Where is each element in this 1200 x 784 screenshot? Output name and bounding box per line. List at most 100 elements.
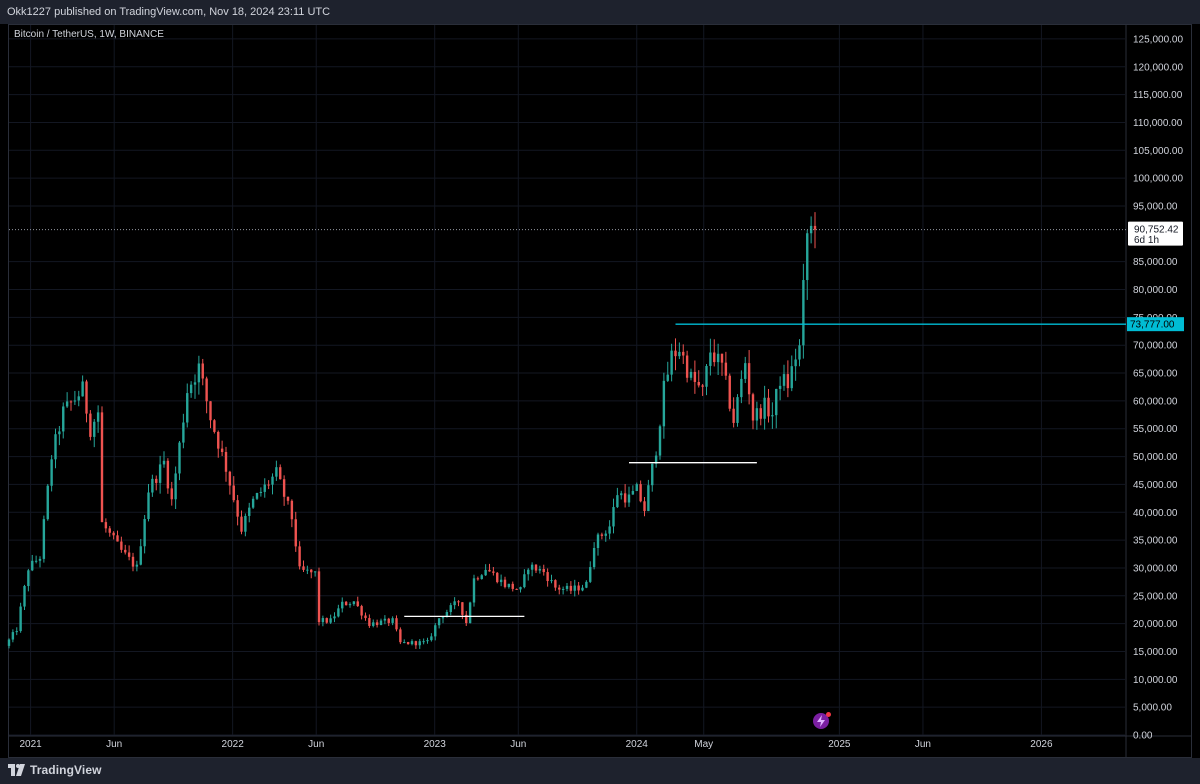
candle-body xyxy=(50,459,53,486)
grid-lines xyxy=(8,24,1192,758)
time-tick-label: Jun xyxy=(915,739,931,750)
price-tick-label: 125,000.00 xyxy=(1133,34,1183,45)
candle-body xyxy=(778,385,782,389)
candle-body xyxy=(337,608,340,617)
symbol-label: Bitcoin / TetherUS, 1W, BINANCE xyxy=(14,29,164,40)
price-tick-label: 10,000.00 xyxy=(1133,675,1178,686)
candle-body xyxy=(550,580,553,582)
candle-body xyxy=(31,560,34,571)
tradingview-logo[interactable]: TradingView xyxy=(8,763,102,777)
candle-body xyxy=(775,388,778,416)
candle-body xyxy=(89,413,92,437)
price-tick-label: 0.00 xyxy=(1133,731,1153,742)
candle-body xyxy=(767,397,770,417)
candle-body xyxy=(445,612,449,618)
candle-body xyxy=(794,359,797,367)
candle-body xyxy=(166,460,170,489)
candle-body xyxy=(488,569,491,572)
candle-body xyxy=(348,604,352,606)
candle-body xyxy=(193,382,197,385)
candle-body xyxy=(112,532,115,536)
candle-body xyxy=(255,493,259,499)
candle-body xyxy=(217,431,220,449)
candle-body xyxy=(220,448,224,452)
candle-body xyxy=(674,350,677,357)
candle-body xyxy=(480,575,483,579)
candle-body xyxy=(352,601,356,605)
candle-body xyxy=(604,533,607,536)
candle-body xyxy=(162,460,166,465)
candle-body xyxy=(592,547,596,568)
candle-body xyxy=(744,363,747,379)
countdown-label: 6d 1h xyxy=(1134,235,1159,246)
candle-body xyxy=(135,564,139,567)
candle-body xyxy=(782,374,786,386)
candle-body xyxy=(716,353,720,363)
candle-body xyxy=(658,426,662,456)
publisher-info: Okk1227 published on TradingView.com, No… xyxy=(7,6,331,18)
candle-body xyxy=(213,420,216,432)
candle-body xyxy=(73,400,77,402)
candle-body xyxy=(519,587,522,590)
candle-body xyxy=(685,355,689,378)
candle-body xyxy=(127,552,131,557)
candle-body xyxy=(341,601,344,609)
candle-body xyxy=(46,485,49,520)
candle-body xyxy=(364,615,367,619)
price-tick-label: 65,000.00 xyxy=(1133,369,1178,380)
time-tick-label: 2025 xyxy=(828,739,851,750)
time-tick-label: Jun xyxy=(106,739,122,750)
candle-body xyxy=(693,371,697,382)
candle-body xyxy=(240,516,243,532)
candle-body xyxy=(77,396,80,401)
price-tick-label: 20,000.00 xyxy=(1133,619,1178,630)
candle-body xyxy=(565,585,569,589)
candle-body xyxy=(612,507,615,527)
candle-body xyxy=(701,385,704,387)
candle-body xyxy=(42,519,46,559)
price-tick-label: 60,000.00 xyxy=(1133,396,1178,407)
candle-body xyxy=(333,616,336,619)
candle-body xyxy=(771,415,774,417)
candle-body xyxy=(623,493,627,503)
candle-body xyxy=(356,601,359,607)
price-tick-label: 85,000.00 xyxy=(1133,257,1178,268)
candle-body xyxy=(7,639,11,646)
candle-body xyxy=(434,625,437,637)
candle-body xyxy=(108,528,111,533)
candle-body xyxy=(174,473,177,500)
candle-body xyxy=(189,384,193,394)
candle-body xyxy=(282,479,286,497)
candle-body xyxy=(426,640,429,642)
candle-body xyxy=(449,605,452,613)
candle-body xyxy=(325,618,328,623)
flash-icon[interactable] xyxy=(813,713,829,729)
candle-body xyxy=(798,345,801,360)
candle-body xyxy=(244,515,247,532)
candle-body xyxy=(151,478,154,493)
candle-body xyxy=(755,408,759,421)
candle-body xyxy=(790,366,793,389)
time-axis: 2021 Jun 2022 Jun 2023 Jun 2024 May 2025 Jun 2026 xyxy=(19,739,1053,750)
candle-body xyxy=(375,622,379,626)
candle-body xyxy=(321,618,325,623)
candle-body xyxy=(581,587,584,591)
candle-body xyxy=(569,585,573,591)
candle-body xyxy=(27,570,30,587)
candle-body xyxy=(391,618,394,623)
candle-body xyxy=(430,636,433,641)
candle-body xyxy=(85,381,88,414)
candle-body xyxy=(732,408,735,423)
candle-body xyxy=(662,380,666,427)
candle-body xyxy=(573,585,576,591)
price-tick-label: 35,000.00 xyxy=(1133,536,1178,547)
candle-body xyxy=(631,491,635,495)
candle-body xyxy=(689,371,693,378)
candle-body xyxy=(96,412,100,422)
candle-body xyxy=(120,541,123,550)
level-price-label: 73,777.00 xyxy=(1130,320,1175,331)
candle-body xyxy=(527,569,530,575)
footer-bar xyxy=(0,758,1200,784)
time-tick-label: May xyxy=(694,739,713,750)
